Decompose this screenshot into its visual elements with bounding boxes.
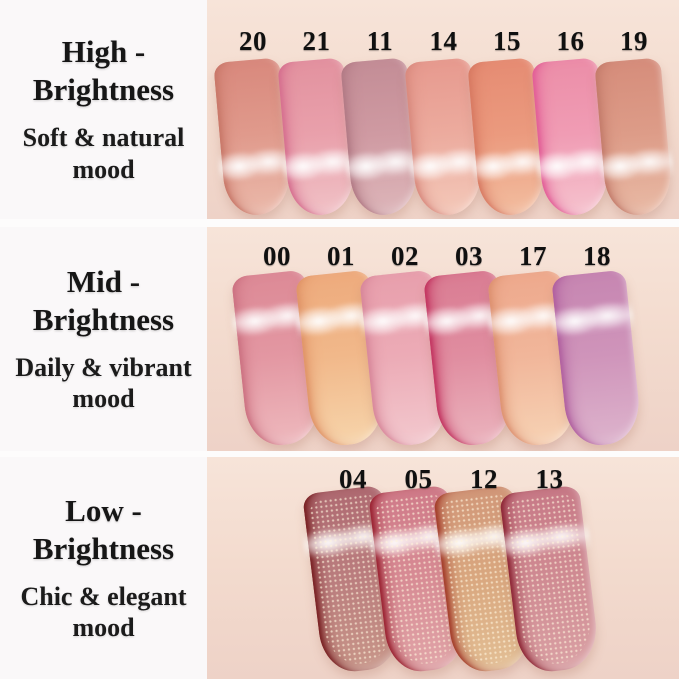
shade-number-19: 19 [620,26,648,56]
shade-number-21: 21 [302,26,331,56]
band-subtitle: Chic & elegant mood [20,581,186,644]
low-brightness-label-panel: Low - Brightness Chic & elegant mood [0,457,207,679]
band-title-line2: Brightness [32,301,175,337]
shade-number-05: 05 [404,464,433,494]
shade-number-18: 18 [583,241,611,271]
high-brightness-label-panel: High - Brightness Soft & natural mood [0,0,207,219]
band-subtitle-line1: Soft & natural [22,123,185,153]
shade-number-16: 16 [556,26,585,56]
gloss-highlight [597,143,675,186]
shade-number-13: 13 [535,464,564,494]
band-low-brightness: Low - Brightness Chic & elegant mood 04 0… [0,457,679,679]
low-brightness-swatch-photo: 04 05 12 13 [207,457,679,679]
mid-brightness-swatch-photo: 00 01 02 03 17 18 [207,227,679,451]
band-title: High - Brightness [33,33,174,109]
shade-number-11: 11 [366,26,394,56]
band-subtitle: Daily & vibrant mood [15,352,191,415]
band-mid-brightness: Mid - Brightness Daily & vibrant mood 00… [0,227,679,451]
shade-number-12: 12 [470,464,498,494]
shade-number-01: 01 [327,241,355,271]
shade-number-04: 04 [339,464,367,494]
band-title-line1: Low - [65,492,142,528]
band-subtitle-line2: mood [72,384,135,414]
shade-number-03: 03 [455,241,483,271]
band-title: Mid - Brightness [33,263,174,339]
band-title-line2: Brightness [32,72,175,108]
shade-number-14: 14 [429,26,458,56]
band-subtitle-line1: Daily & vibrant [15,352,192,382]
band-subtitle-line2: mood [72,154,135,184]
band-subtitle: Soft & natural mood [23,122,185,185]
mid-brightness-label-panel: Mid - Brightness Daily & vibrant mood [0,227,207,451]
gloss-highlight [497,516,592,564]
shade-number-00: 00 [263,241,291,271]
band-title: Low - Brightness [33,492,174,568]
shade-number-17: 17 [519,241,547,271]
shade-number-02: 02 [391,241,419,271]
high-brightness-swatch-photo: 20 21 11 14 15 16 19 [207,0,679,219]
swatch-shade-19 [594,57,675,218]
band-high-brightness: High - Brightness Soft & natural mood 20… [0,0,679,219]
gloss-highlight [549,296,636,341]
band-subtitle-line2: mood [72,613,135,643]
band-subtitle-line1: Chic & elegant [20,581,187,611]
band-title-line1: High - [61,34,146,70]
band-title-line2: Brightness [32,530,175,566]
band-title-line1: Mid - [66,263,141,299]
shade-number-15: 15 [493,26,521,56]
shade-number-20: 20 [239,26,267,56]
